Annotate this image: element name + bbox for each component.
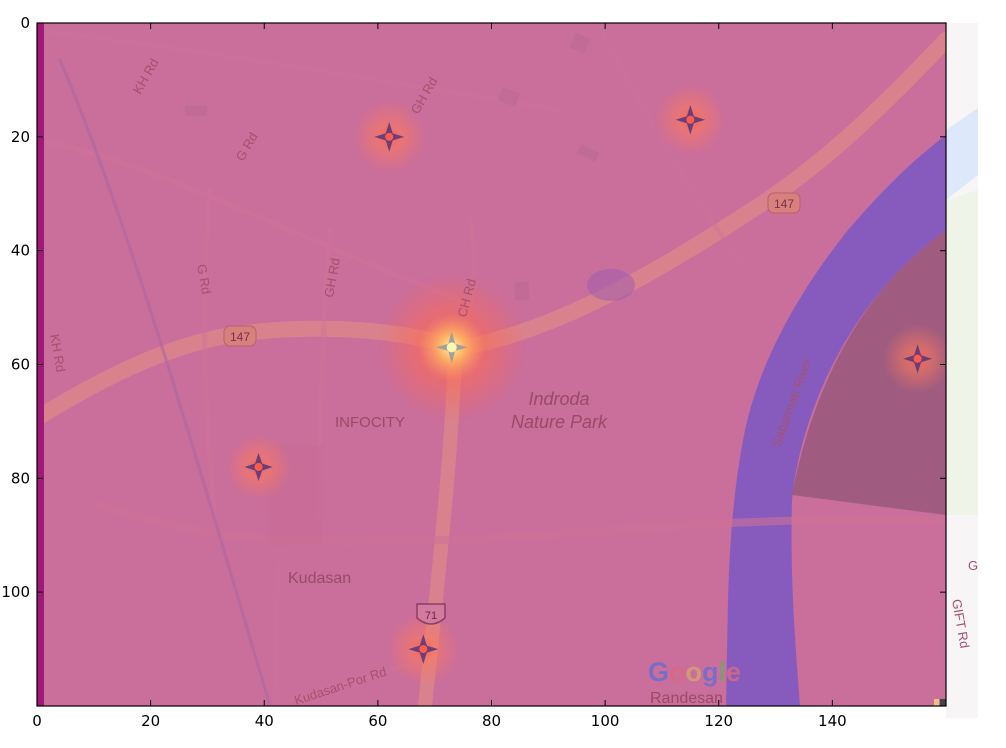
hotspot-2 [352,99,427,174]
y-tick-label-40: 40 [11,242,30,260]
infocity-label: INFOCITY [335,414,405,431]
hotspot-6 [386,612,461,687]
edge-g-label: G [968,558,978,573]
x-tick-label-40: 40 [255,712,274,730]
y-tick-label-80: 80 [11,469,30,487]
route-147-right-text: 147 [774,197,794,211]
axis-ticks: 0 20 40 60 80 100 120 140 0 20 40 60 80 100 [1,14,946,730]
y-tick-label-60: 60 [11,356,30,374]
randesan-label: Randesan [650,690,723,707]
x-tick-label-0: 0 [32,712,42,730]
heat-layer [225,83,946,687]
x-tick-label-120: 120 [704,712,733,730]
x-tick-label-140: 140 [818,712,847,730]
indroda-label-line1: Indroda [528,389,589,409]
y-tick-label-0: 0 [20,14,30,32]
hotspot-1 [376,272,527,423]
google-logo: Google [648,657,741,687]
route-147-shield-right: 147 [767,192,801,214]
y-tick-label-20: 20 [11,128,30,146]
x-tick-label-20: 20 [141,712,160,730]
gh-rd-mid-label: GH Rd [321,257,343,299]
indroda-label-line2: Nature Park [511,412,608,432]
hotspot-4 [882,323,946,394]
g-rd-mid-label: G Rd [194,263,214,295]
kudasan-label: Kudasan [288,570,351,587]
map-outside-right: G GIFT Rd [946,23,978,718]
kh-rd-left-label: KH Rd [47,333,68,373]
x-tick-label-60: 60 [368,712,387,730]
x-tick-label-80: 80 [482,712,501,730]
x-tick-label-100: 100 [591,712,620,730]
route-71-shield: 71 [416,603,446,625]
sabarmati-river [726,135,946,706]
plot-area: KH Rd GH Rd G Rd G Rd GH Rd CH Rd KH Rd … [37,23,946,707]
route-71-text: 71 [425,610,437,622]
hotspot-3 [654,83,727,156]
hotspot-5 [225,433,292,500]
route-147-left-text: 147 [230,330,250,344]
route-147-shield-left: 147 [223,325,257,347]
y-tick-label-100: 100 [1,583,30,601]
